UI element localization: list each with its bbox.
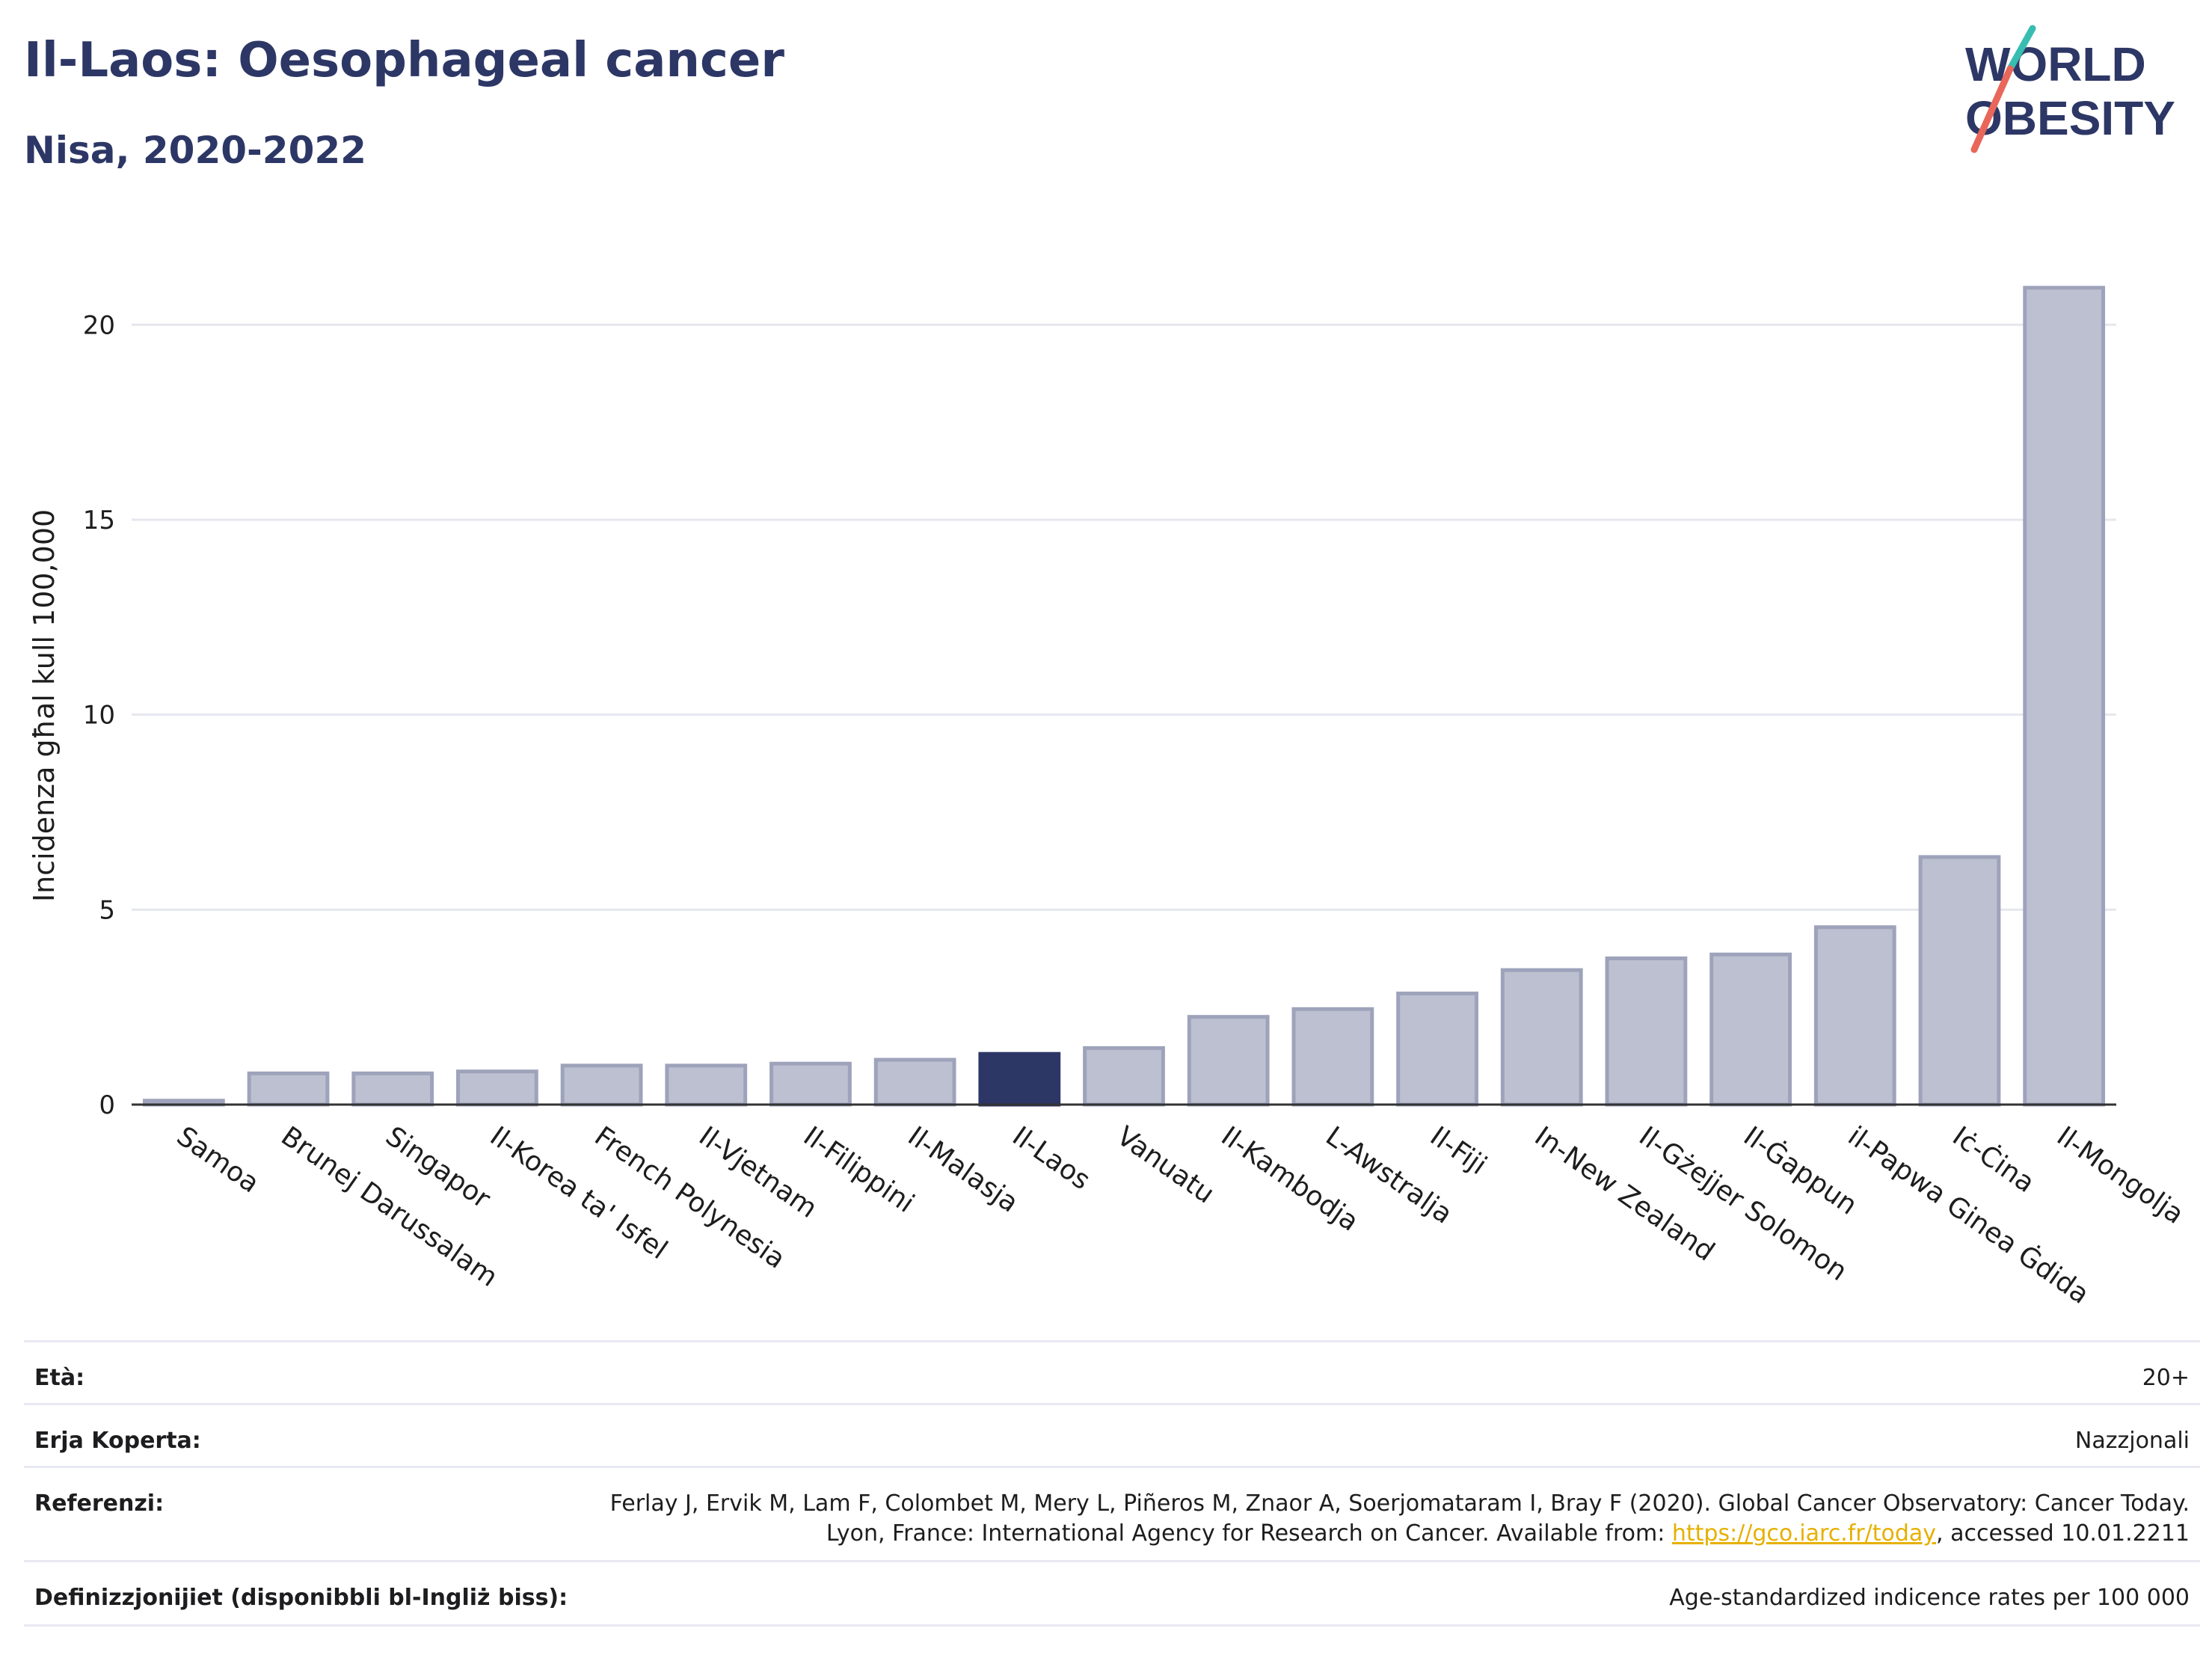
bar [560,1063,643,1107]
bar [1709,952,1792,1107]
y-axis-label: Incidenza għal kull 100,000 [28,509,61,902]
page-title: Il-Laos: Oesophageal cancer [24,33,784,88]
logo-text-obesity: OBESITY [1965,91,2175,145]
x-tick-label: Samoa [171,1121,265,1200]
bar [1813,925,1896,1107]
bar [1187,1015,1270,1107]
meta-row-references: Referenzi: Ferlay J, Ervik M, Lam F, Col… [24,1466,2200,1560]
bars-layer [142,286,2106,1107]
x-tick-label: Il-Laos [1007,1121,1096,1196]
bar [2023,286,2106,1107]
y-tick-label: 20 [83,310,115,340]
y-tick-label: 0 [99,1090,115,1120]
x-tick-label: French Polynesia [589,1121,790,1275]
meta-label: Età: [34,1365,85,1391]
x-tick-label: Il-Korea ta' Isfel [485,1121,673,1266]
bar-chart: 0 5 10 15 20 Incidenza għal kull 100,000 Samoa… [28,286,2189,1310]
meta-label: Definizzjonijiet (disponibbli bl-Ingliż … [34,1585,568,1611]
bar [1918,855,2001,1107]
world-obesity-logo: WORLD OBESITY [1965,25,2175,153]
bar [978,1051,1061,1107]
x-tick-label: Vanuatu [1111,1121,1220,1210]
meta-bottom-rule [24,1624,2200,1627]
bar [351,1071,434,1107]
logo-slash-teal [2006,25,2036,73]
x-tick-label: In-New Zealand [1529,1121,1720,1268]
metadata-table: Età: 20+ Erja Koperta: Nazzjonali Refere… [24,1340,2200,1627]
bar [247,1071,330,1107]
meta-value: Age-standardized indicence rates per 100… [1669,1585,2190,1611]
meta-value: Ferlay J, Ervik M, Lam F, Colombet M, Me… [544,1489,2190,1560]
meta-row-age: Età: 20+ [24,1340,2200,1403]
bar [873,1057,956,1107]
meta-label: Referenzi: [34,1490,165,1517]
meta-row-definitions: Definizzjonijiet (disponibbli bl-Ingliż … [24,1560,2200,1624]
bar [1083,1045,1165,1107]
logo-text-world: WORLD [1965,37,2146,91]
reference-link[interactable]: https://gco.iarc.fr/today [1671,1520,1937,1547]
x-tick-label: Iċ-Ċina [1947,1120,2040,1199]
meta-label: Erja Koperta: [34,1428,201,1454]
reference-text: Ferlay J, Ervik M, Lam F, Colombet M, Me… [609,1490,2190,1547]
reference-accessed: , accessed 10.01.2211 [1936,1520,2190,1547]
bar [1605,956,1688,1107]
bar [456,1069,538,1107]
meta-value: Nazzjonali [2074,1428,2190,1454]
bar [665,1063,748,1107]
y-tick-label: 10 [83,701,115,731]
bar [1396,991,1478,1107]
meta-value: 20+ [2142,1365,2190,1391]
x-tick-label: Il-Mongolja [2051,1121,2189,1230]
axis-layer: 0 5 10 15 20 Incidenza għal kull 100,000 Samoa… [28,310,2189,1310]
bar [769,1061,852,1107]
y-tick-label: 15 [83,506,115,535]
grid-layer [132,323,2116,911]
meta-row-area: Erja Koperta: Nazzjonali [24,1403,2200,1466]
logo-slash-red [1970,65,2014,153]
x-tick-label: Il-Malasja [902,1121,1023,1219]
y-tick-label: 5 [99,895,115,925]
page-subtitle: Nisa, 2020-2022 [24,129,366,172]
bar [1500,968,1583,1107]
bar [1291,1007,1374,1107]
x-tick-label: Il-Fiji [1425,1121,1492,1181]
